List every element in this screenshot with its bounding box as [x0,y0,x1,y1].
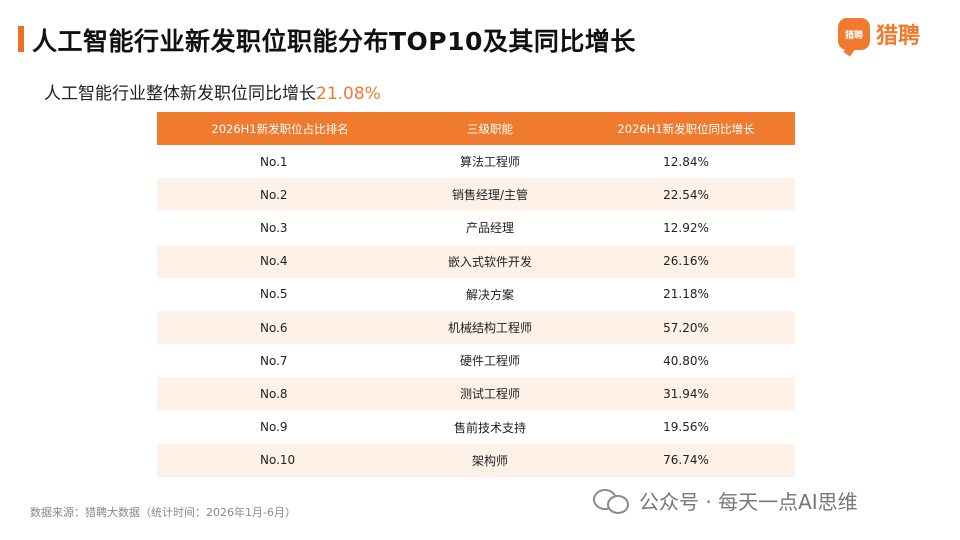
table-row: No.4 嵌入式软件开发 26.16% [157,244,795,278]
logo-text: 猎聘 [876,24,921,49]
role-cell: 硬件工程师 [459,354,520,369]
title-accent-bar [18,26,24,52]
growth-cell: 26.16% [663,254,709,269]
header-growth: 2026H1新发职位同比增长 [617,121,755,136]
role-cell: 解决方案 [465,287,514,302]
growth-cell: 12.84% [663,154,709,169]
data-source-note: 数据来源：猎聘大数据（统计时间：2026年1月-6月） [30,506,296,519]
logo-mark-text: 猎聘 [844,30,863,41]
table-row: No.7 硬件工程师 40.80% [157,344,795,377]
rank-cell: No.9 [260,420,288,435]
table-row: No.8 测试工程师 31.94% [157,377,795,411]
table-row: No.1 算法工程师 12.84% [157,145,795,178]
growth-cell: 57.20% [663,320,709,335]
growth-cell: 31.94% [663,386,709,401]
liepin-logo-icon: 猎聘 [838,18,870,50]
growth-cell: 21.18% [663,287,709,302]
rank-cell: No.5 [260,287,288,302]
rank-cell: No.2 [260,187,288,202]
role-cell: 嵌入式软件开发 [447,254,532,269]
table-header-row: 2026H1新发职位占比排名 三级职能 2026H1新发职位同比增长 [157,112,795,145]
role-cell: 售前技术支持 [453,420,526,435]
rank-cell: No.7 [260,353,288,368]
ranking-table: 2026H1新发职位占比排名 三级职能 2026H1新发职位同比增长 No.1 … [157,112,795,477]
page-title: 人工智能行业新发职位职能分布TOP10及其同比增长 [32,27,636,56]
header-role: 三级职能 [467,121,513,136]
role-cell: 测试工程师 [459,387,520,402]
rank-cell: No.1 [260,154,288,169]
growth-cell: 76.74% [663,453,709,468]
rank-cell: No.10 [260,453,296,468]
growth-cell: 22.54% [663,187,709,202]
subtitle: 人工智能行业整体新发职位同比增长21.08% [44,79,381,104]
role-cell: 销售经理/主管 [451,188,529,203]
growth-cell: 40.80% [663,353,709,368]
table-row: No.3 产品经理 12.92% [157,211,795,244]
table-row: No.9 售前技术支持 19.56% [157,411,795,444]
role-cell: 算法工程师 [459,155,520,170]
subtitle-text: 人工智能行业整体新发职位同比增长 [44,84,316,104]
watermark: 公众号 · 每天一点AI思维 [593,486,858,515]
table-row: No.5 解决方案 21.18% [157,278,795,311]
table-row: No.10 架构师 76.74% [157,443,795,477]
growth-cell: 19.56% [663,420,709,435]
table-row: No.2 销售经理/主管 22.54% [157,178,795,212]
rank-cell: No.6 [260,320,288,335]
watermark-text: 公众号 · 每天一点AI思维 [639,490,858,514]
header-rank: 2026H1新发职位占比排名 [211,121,349,136]
table-row: No.6 机械结构工程师 57.20% [157,310,795,345]
role-cell: 机械结构工程师 [447,321,532,336]
liepin-logo: 猎聘 猎聘 [838,18,920,50]
growth-cell: 12.92% [663,220,709,235]
wechat-icon [593,487,633,515]
rank-cell: No.4 [260,254,288,269]
role-cell: 产品经理 [465,221,514,236]
role-cell: 架构师 [471,453,508,468]
subtitle-value: 21.08% [316,84,381,104]
rank-cell: No.3 [260,220,288,235]
rank-cell: No.8 [260,386,288,401]
